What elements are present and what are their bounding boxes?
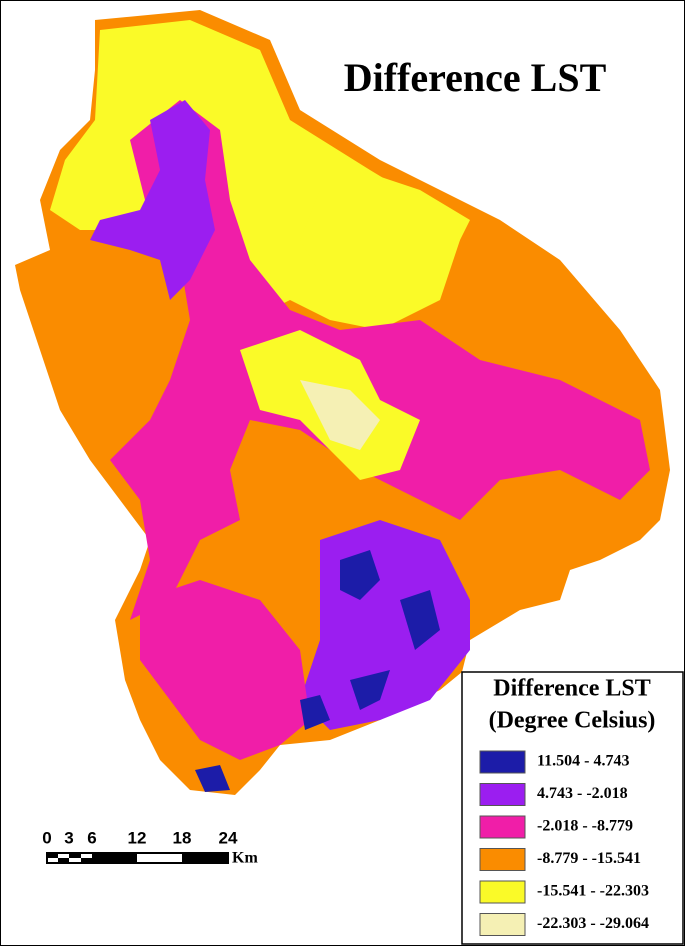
legend-label: -2.018 - -8.779	[537, 818, 633, 835]
map-zone	[195, 765, 230, 792]
legend-swatch	[479, 783, 526, 806]
legend-label: -22.303 - -29.064	[537, 915, 649, 932]
map-zone	[300, 380, 380, 450]
legend-swatch	[479, 913, 526, 936]
legend-label: 11.504 - 4.743	[537, 753, 629, 770]
map-zone	[340, 550, 380, 600]
legend-swatch	[479, 848, 526, 871]
legend-swatch	[479, 815, 526, 839]
scale-seg	[182, 853, 228, 863]
scale-seg	[92, 853, 137, 863]
legend-label: -15.541 - -22.303	[537, 883, 649, 900]
map-zone	[90, 100, 215, 300]
scale-seg	[58, 858, 69, 863]
map-zone	[110, 100, 650, 620]
map-zone	[350, 670, 390, 710]
legend-subtitle: (Degree Celsius)	[489, 708, 656, 734]
legend-swatch	[479, 750, 526, 774]
map-area	[15, 10, 670, 795]
legend-label: 4.743 - -2.018	[537, 785, 628, 802]
map-zone	[400, 590, 440, 650]
scale-label: 6	[87, 828, 96, 847]
scale-label: 18	[173, 828, 192, 847]
map-zone	[140, 580, 310, 760]
legend-label: -8.779 - -15.541	[537, 850, 641, 867]
scale-seg	[69, 853, 81, 858]
legend-items: 11.504 - 4.743 4.743 - -2.018 -2.018 - -8.…	[479, 750, 649, 936]
legend-swatch	[479, 880, 526, 904]
scale-label: 12	[128, 828, 147, 847]
scale-label: 0	[42, 828, 51, 847]
map-title: Difference LST	[344, 55, 607, 100]
scale-seg	[47, 853, 58, 858]
scale-label: 3	[64, 828, 73, 847]
legend-title: Difference LST	[493, 676, 651, 702]
scale-label: 24	[219, 828, 238, 847]
map-zone	[300, 170, 470, 300]
scale-unit: Km	[232, 850, 258, 867]
scale-seg	[81, 858, 92, 863]
map-zone	[300, 695, 330, 730]
scale-bar: 0 3 6 12 18 24 Km	[42, 828, 258, 866]
